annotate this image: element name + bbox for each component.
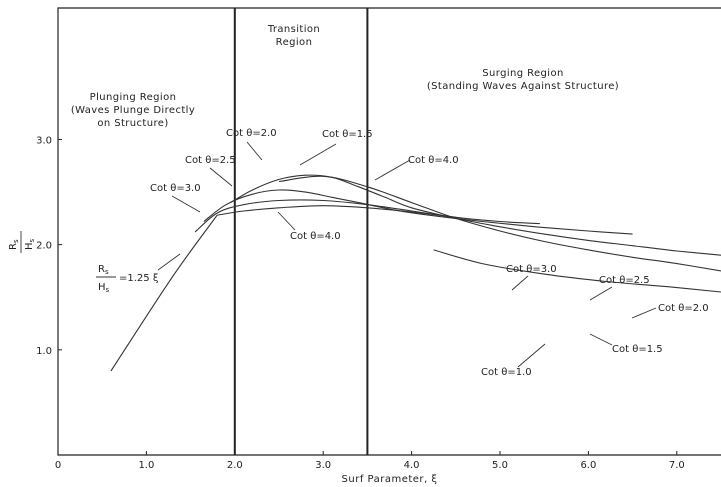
curve-label-leader [374, 159, 411, 181]
ticks: 0 1.0 2.0 3.0 4.0 5.0 6.0 7.0 1.0 2.0 3.0 [36, 135, 685, 471]
curve-label: Cot θ=3.0 [506, 264, 557, 275]
curve-label: Cot θ=3.0 [150, 183, 201, 194]
x-tick-label: 3.0 [315, 460, 331, 471]
series-line [203, 189, 633, 235]
curve-label-leader [299, 143, 337, 166]
series-line [194, 199, 540, 233]
curve-label-leader [171, 195, 201, 213]
curve-label: Cot θ=1.5 [322, 129, 373, 140]
x-tick-label: 5.0 [492, 460, 508, 471]
curve-label-leader [511, 275, 529, 291]
formula-rhs: =1.25 ξ [119, 273, 158, 284]
x-tick-label: 1.0 [138, 460, 154, 471]
x-tick-label: 7.0 [669, 460, 685, 471]
y-axis-title: Rs Hs [8, 231, 36, 253]
curve-label-leader [246, 141, 263, 161]
axes [57, 7, 721, 456]
region-boundaries [233, 8, 369, 455]
region-labels: Plunging Region (Waves Plunge Directly on … [71, 24, 619, 129]
formula-leader [157, 253, 181, 271]
axis-titles: Surf Parameter, ξ Rs Hs [8, 231, 437, 485]
curve-label: Cot θ=1.5 [612, 344, 663, 355]
curve-label-leader [589, 333, 613, 346]
formula-numerator: Rs [98, 264, 109, 276]
curve-label-leader [517, 343, 546, 368]
curves [110, 174, 721, 372]
curve-label: Cot θ=4.0 [290, 231, 341, 242]
curve-label: Cot θ=2.5 [185, 155, 236, 166]
x-axis-title: Surf Parameter, ξ [342, 474, 438, 485]
y-tick-label: 2.0 [36, 241, 52, 252]
curve-label-leader [277, 211, 296, 231]
curve-label: Cot θ=4.0 [408, 155, 459, 166]
y-axis-title-numerator: Rs [8, 239, 20, 250]
series-line [110, 214, 218, 372]
y-tick-label: 1.0 [36, 346, 52, 357]
x-tick-label: 4.0 [404, 460, 420, 471]
annotations: Cot θ=1.0 Cot θ=1.5 Cot θ=2.0 Cot θ=2.5 Cot … [96, 128, 709, 378]
region-label: Region [276, 37, 313, 48]
region-label: (Waves Plunge Directly [71, 105, 195, 116]
curve-label: Cot θ=2.5 [599, 275, 650, 286]
curve-label: Cot θ=1.0 [481, 367, 532, 378]
series-line [230, 174, 721, 256]
region-label: Surging Region [482, 68, 563, 79]
y-axis-title-denominator: Hs [24, 238, 36, 250]
x-tick-label: 2.0 [227, 460, 243, 471]
series-line [433, 249, 721, 293]
curve-label-leader [631, 307, 657, 319]
x-tick-label: 0 [55, 460, 61, 471]
series-line [217, 205, 456, 218]
curve-label: Cot θ=2.0 [658, 303, 709, 314]
region-label: (Standing Waves Against Structure) [427, 81, 619, 92]
x-tick-label: 6.0 [580, 460, 596, 471]
curve-label-leader [589, 286, 613, 301]
region-label: Plunging Region [90, 92, 177, 103]
curve-label: Cot θ=2.0 [226, 128, 277, 139]
region-label: on Structure) [97, 118, 168, 129]
series-line [278, 175, 721, 272]
formula-denominator: Hs [98, 282, 110, 294]
region-label: Transition [267, 24, 320, 35]
y-tick-label: 3.0 [36, 135, 52, 146]
axis-frame [57, 7, 721, 456]
curve-label-leader [209, 167, 233, 187]
